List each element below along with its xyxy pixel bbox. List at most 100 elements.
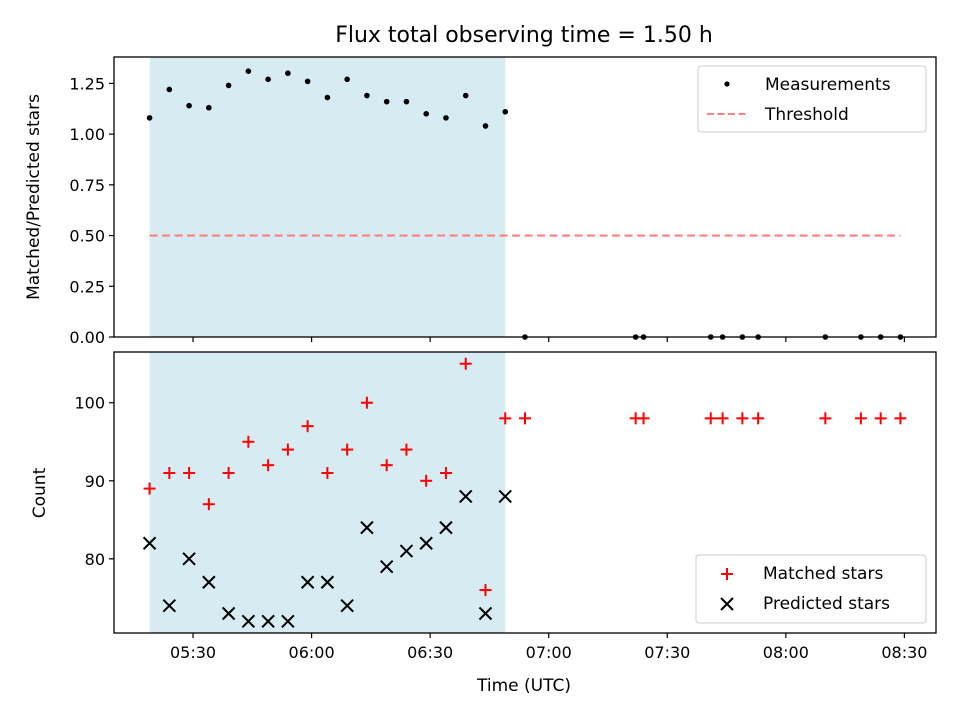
predicted-stars-point: [340, 598, 354, 613]
predicted-stars-point-b: [281, 614, 295, 628]
measurements-point: [502, 108, 509, 115]
matched-stars-point: [360, 396, 373, 409]
top-shaded-interval: [149, 57, 506, 337]
predicted-stars-point-b: [379, 559, 394, 574]
matched-stars-point: [716, 412, 729, 425]
top-y-tick-label: 0.25: [69, 277, 105, 296]
bottom-y-tick-label: 90: [85, 472, 105, 491]
predicted-stars-point: [300, 575, 315, 589]
matched-stars-point: [202, 498, 215, 511]
predicted-stars-point-b: [419, 536, 433, 550]
matched-stars-point: [262, 459, 275, 472]
bottom-x-tick-label: 08:30: [881, 643, 927, 662]
bottom-shaded-interval: [149, 352, 506, 633]
predicted-stars-point-b: [478, 606, 493, 621]
matched-stars-point: [400, 443, 413, 456]
legend-matched-marker: [721, 568, 733, 580]
predicted-stars-point: [439, 520, 453, 535]
measurements-point: [364, 92, 370, 99]
predicted-stars-point: [142, 536, 157, 550]
predicted-stars-point: [261, 614, 275, 628]
matched-stars-point: [854, 412, 867, 425]
chart-title: Flux total observing time = 1.50 h: [335, 23, 713, 48]
top-y-tick-label: 1.25: [69, 74, 105, 93]
predicted-stars-point-b: [459, 489, 473, 504]
top-axes-frame: [113, 56, 937, 338]
matched-stars-point: [163, 466, 176, 479]
measurements-point: [482, 123, 489, 129]
matched-stars-point: [752, 412, 765, 425]
predicted-stars-point: [379, 559, 394, 574]
top-y-tick-label: 0.75: [69, 176, 105, 195]
matched-stars-point: [874, 412, 887, 425]
matched-stars-point: [459, 357, 472, 370]
top-legend: Measurements Threshold: [697, 65, 927, 133]
matched-stars-point: [380, 459, 393, 472]
top-plot-panel: 0.00 0.25 0.50 0.75 1.00 1.25: [69, 56, 937, 347]
predicted-stars-point-b: [142, 536, 157, 550]
matched-stars-point: [499, 412, 512, 425]
bottom-x-tick-label: 06:30: [407, 643, 453, 662]
predicted-stars-point-b: [241, 614, 256, 628]
top-y-axis-label: Matched/Predicted stars: [24, 94, 44, 300]
predicted-stars-point-b: [202, 575, 216, 589]
measurements-point: [285, 70, 291, 77]
measurements-point: [186, 102, 192, 109]
matched-stars-point: [439, 466, 452, 479]
bottom-axes-frame: [113, 351, 937, 634]
measurements-point: [423, 111, 430, 117]
bottom-y-tick-label: 80: [85, 550, 105, 569]
predicted-stars-point-b: [221, 606, 236, 621]
predicted-stars-point: [419, 536, 433, 550]
predicted-stars-point-b: [399, 544, 414, 558]
measurements-point: [265, 76, 271, 83]
legend-predicted-marker: [720, 597, 734, 611]
predicted-stars-point-b: [439, 520, 453, 535]
measurements-point: [324, 94, 331, 101]
measurements-point: [344, 76, 350, 83]
matched-stars-point: [183, 466, 196, 479]
measurements-point: [403, 98, 410, 105]
bottom-x-tick-label: 07:00: [526, 643, 572, 662]
bottom-plot-panel: 80 90 100 05:30 06:00 06:30 07:00 07:30 08:00 08:…: [74, 351, 937, 662]
predicted-stars-point: [320, 575, 335, 589]
predicted-stars-point-b: [162, 598, 177, 613]
top-y-tick-label: 0.00: [69, 328, 105, 347]
measurements-point: [304, 78, 311, 85]
predicted-stars-point: [281, 614, 295, 628]
predicted-stars-point: [478, 606, 493, 621]
matched-stars-point: [819, 412, 832, 425]
matched-stars-point: [736, 412, 749, 425]
predicted-stars-point: [399, 544, 414, 558]
measurements-point: [146, 115, 153, 121]
predicted-stars-point: [221, 606, 236, 621]
predicted-stars-point: [498, 489, 512, 504]
top-y-tick-label: 1.00: [69, 125, 105, 144]
matched-stars-point: [420, 474, 433, 487]
measurements-point: [462, 92, 469, 99]
matched-stars-point: [704, 412, 717, 425]
predicted-stars-point: [182, 552, 196, 566]
predicted-stars-point-b: [360, 520, 374, 535]
legend-predicted-label: Predicted stars: [763, 594, 890, 614]
predicted-stars-point: [459, 489, 473, 504]
matched-stars-point: [301, 420, 314, 433]
bottom-x-tick-label: 05:30: [170, 643, 216, 662]
predicted-stars-point: [202, 575, 216, 589]
matched-stars-point: [321, 466, 334, 479]
matched-stars-point: [281, 443, 294, 456]
matched-stars-point: [143, 482, 156, 495]
predicted-stars-point: [162, 598, 177, 613]
x-axis-label: Time (UTC): [476, 676, 571, 696]
predicted-stars-point: [241, 614, 256, 628]
predicted-stars-point-b: [320, 575, 335, 589]
measurements-point: [245, 68, 252, 75]
legend-measurements-marker: [724, 81, 730, 87]
legend-threshold-label: Threshold: [764, 105, 849, 125]
legend-measurements-label: Measurements: [765, 75, 891, 95]
matched-stars-point: [519, 412, 531, 425]
bottom-x-tick-label: 07:30: [644, 643, 690, 662]
matched-stars-point: [222, 466, 235, 479]
top-y-tick-label: 0.50: [69, 227, 105, 246]
